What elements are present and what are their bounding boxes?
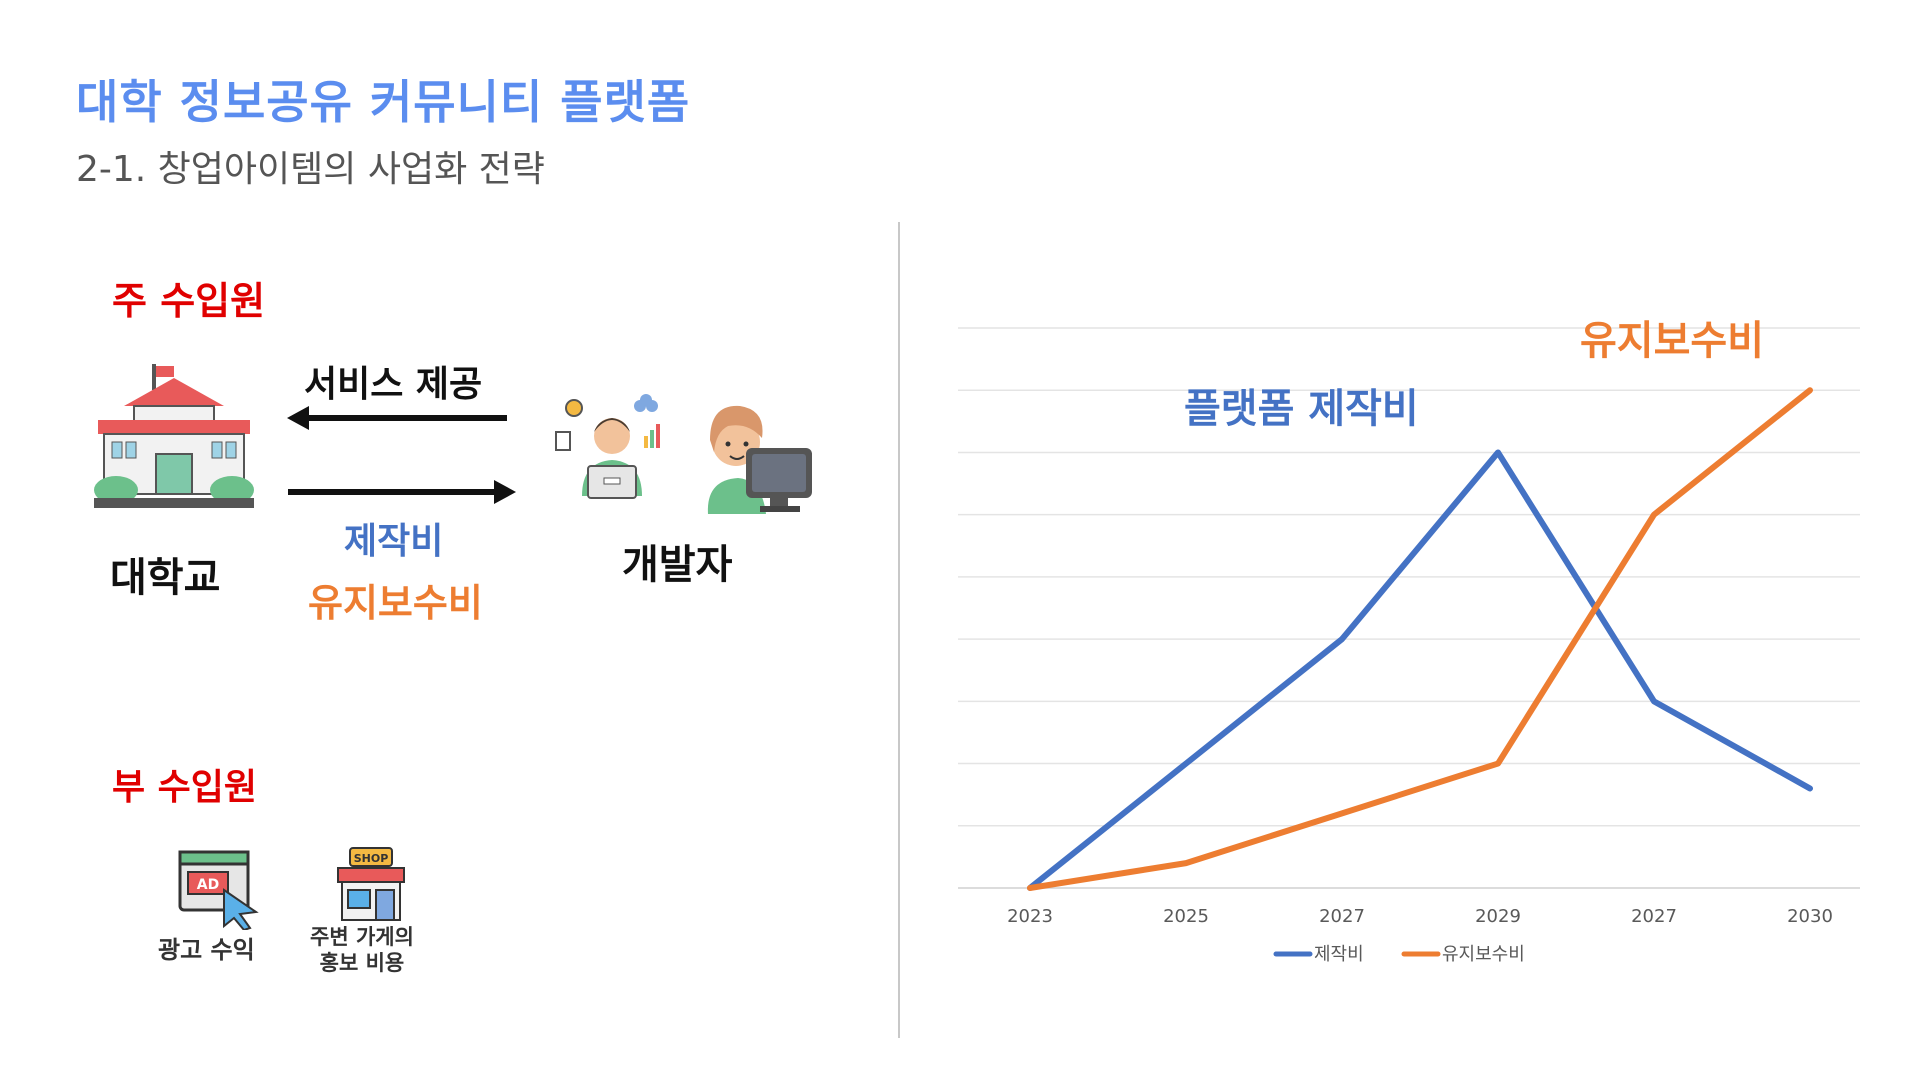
x-tick-label: 2027 <box>1631 906 1677 927</box>
advertisement-icon: AD <box>178 850 259 930</box>
maintenance-cost-annotation: 유지보수비 <box>1580 318 1764 364</box>
chart-legend: 제작비 유지보수비 <box>1273 944 1525 965</box>
sub-revenue-heading: 부 수입원 <box>112 767 258 808</box>
series-line-1 <box>1027 449 1813 891</box>
x-tick-label: 2029 <box>1475 906 1521 927</box>
store-promotion-label: 주변 가게의 홍보 비용 <box>310 924 414 976</box>
x-tick-label: 2030 <box>1787 906 1833 927</box>
production-cost-label: 제작비 <box>344 521 444 562</box>
x-axis-ticks: 2023 2025 2027 2029 2027 2030 <box>1007 906 1833 927</box>
arrow-to-developer <box>288 480 516 504</box>
x-tick-label: 2023 <box>1007 906 1053 927</box>
x-tick-label: 2027 <box>1319 906 1365 927</box>
legend-label: 제작비 <box>1314 944 1364 965</box>
shop-icon: SHOP <box>337 847 405 921</box>
svg-text:SHOP: SHOP <box>354 852 389 865</box>
university-icon <box>94 364 254 508</box>
vertical-divider <box>898 222 900 1038</box>
arrow-to-university <box>287 406 507 430</box>
cost-line-chart: 2023 2025 2027 2029 2027 2030 제작비 유지보수비 플랫폼 제작… <box>958 318 1860 965</box>
main-revenue-heading: 주 수입원 <box>112 279 266 323</box>
maintenance-cost-label: 유지보수비 <box>308 581 483 625</box>
production-cost-annotation: 플랫폼 제작비 <box>1184 386 1419 432</box>
chart-grid <box>958 327 1860 889</box>
developer-computer-icon <box>707 405 812 514</box>
store-label-line1: 주변 가게의 <box>310 925 414 949</box>
store-label-line2: 홍보 비용 <box>319 951 405 975</box>
legend-label: 유지보수비 <box>1442 944 1525 965</box>
service-label: 서비스 제공 <box>304 364 483 405</box>
ad-revenue-label: 광고 수익 <box>158 936 255 964</box>
page-title: 대학 정보공유 커뮤니티 플랫폼 <box>76 75 691 129</box>
series-line-2 <box>1027 387 1813 891</box>
x-tick-label: 2025 <box>1163 906 1209 927</box>
university-label: 대학교 <box>110 555 221 601</box>
svg-text:AD: AD <box>197 877 219 893</box>
chart-lines <box>1027 387 1813 891</box>
developer-label: 개발자 <box>622 542 733 588</box>
page-subtitle: 2-1. 창업아이템의 사업화 전략 <box>76 149 545 190</box>
developer-icon <box>555 394 660 499</box>
